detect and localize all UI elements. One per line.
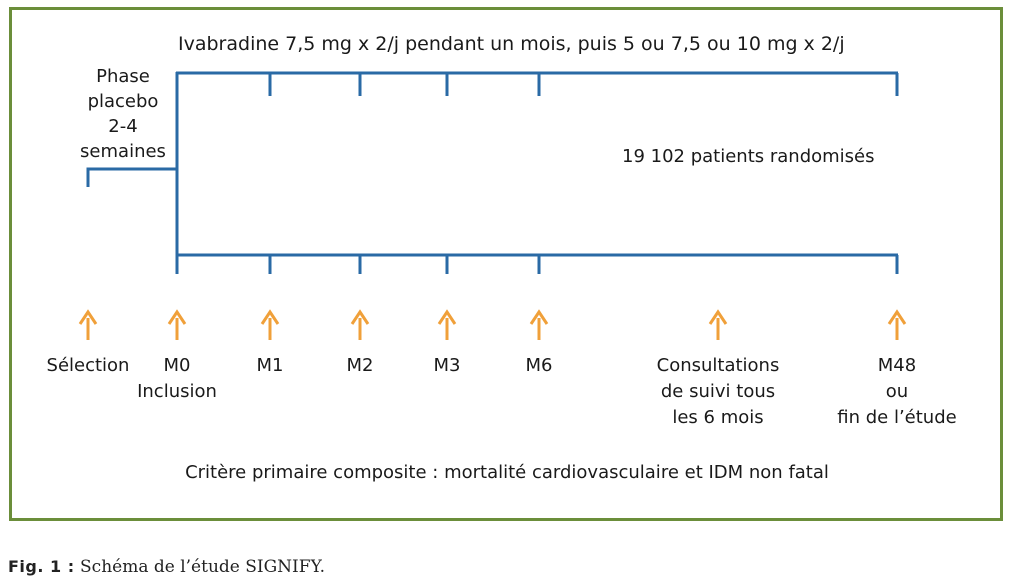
up-arrow-icon bbox=[350, 309, 370, 340]
milestone-text: Consultations bbox=[656, 355, 780, 376]
placebo-phase-line: placebo bbox=[87, 91, 159, 112]
milestone-label-m1: M1 bbox=[180, 353, 360, 379]
placebo-bracket bbox=[86, 167, 177, 187]
milestone-text: ou bbox=[885, 381, 909, 402]
milestone-text: M2 bbox=[346, 355, 374, 376]
milestone-label-m3: M3 bbox=[357, 353, 537, 379]
milestone-text: M3 bbox=[433, 355, 461, 376]
milestone-label-selection: Sélection bbox=[0, 353, 178, 379]
milestone-arrows bbox=[78, 309, 907, 340]
milestone-label-m6: M6 bbox=[449, 353, 629, 379]
figure-caption: Fig. 1 : Schéma de l’étude SIGNIFY. bbox=[8, 557, 325, 577]
top-ticks bbox=[268, 73, 899, 96]
milestone-label-followup: Consultations de suivi tous les 6 mois bbox=[628, 353, 808, 431]
placebo-phase-line: Phase bbox=[96, 66, 150, 87]
placebo-phase-line: semaines bbox=[80, 141, 166, 162]
milestone-text: M1 bbox=[256, 355, 284, 376]
milestone-text: Sélection bbox=[46, 355, 130, 376]
milestone-text: les 6 mois bbox=[672, 407, 764, 428]
caption-text: Schéma de l’étude SIGNIFY. bbox=[74, 557, 326, 577]
milestone-label-m2: M2 bbox=[270, 353, 450, 379]
milestone-text: M6 bbox=[525, 355, 553, 376]
patients-label: 19 102 patients randomisés bbox=[622, 146, 875, 167]
primary-endpoint-label: Critère primaire composite : mortalité c… bbox=[185, 462, 829, 483]
up-arrow-icon bbox=[78, 309, 98, 340]
caption-prefix: Fig. 1 : bbox=[8, 557, 75, 576]
milestone-text: M0 bbox=[163, 355, 191, 376]
treatment-label: Ivabradine 7,5 mg x 2/j pendant un mois,… bbox=[178, 33, 845, 55]
up-arrow-icon bbox=[887, 309, 907, 340]
up-arrow-icon bbox=[437, 309, 457, 340]
placebo-phase-label: Phase placebo 2-4 semaines bbox=[70, 64, 176, 164]
up-arrow-icon bbox=[260, 309, 280, 340]
milestone-text: M48 bbox=[877, 355, 917, 376]
milestone-text: de suivi tous bbox=[660, 381, 776, 402]
up-arrow-icon bbox=[529, 309, 549, 340]
bottom-ticks bbox=[268, 255, 899, 274]
placebo-phase-line: 2-4 bbox=[108, 116, 138, 137]
figure-frame bbox=[9, 7, 1003, 521]
milestone-text: fin de l’étude bbox=[837, 407, 957, 428]
up-arrow-icon bbox=[167, 309, 187, 340]
milestone-text: Inclusion bbox=[137, 381, 217, 402]
milestone-label-m0: M0 Inclusion bbox=[87, 353, 267, 405]
milestone-label-m48: M48 ou fin de l’étude bbox=[807, 353, 987, 431]
up-arrow-icon bbox=[708, 309, 728, 340]
